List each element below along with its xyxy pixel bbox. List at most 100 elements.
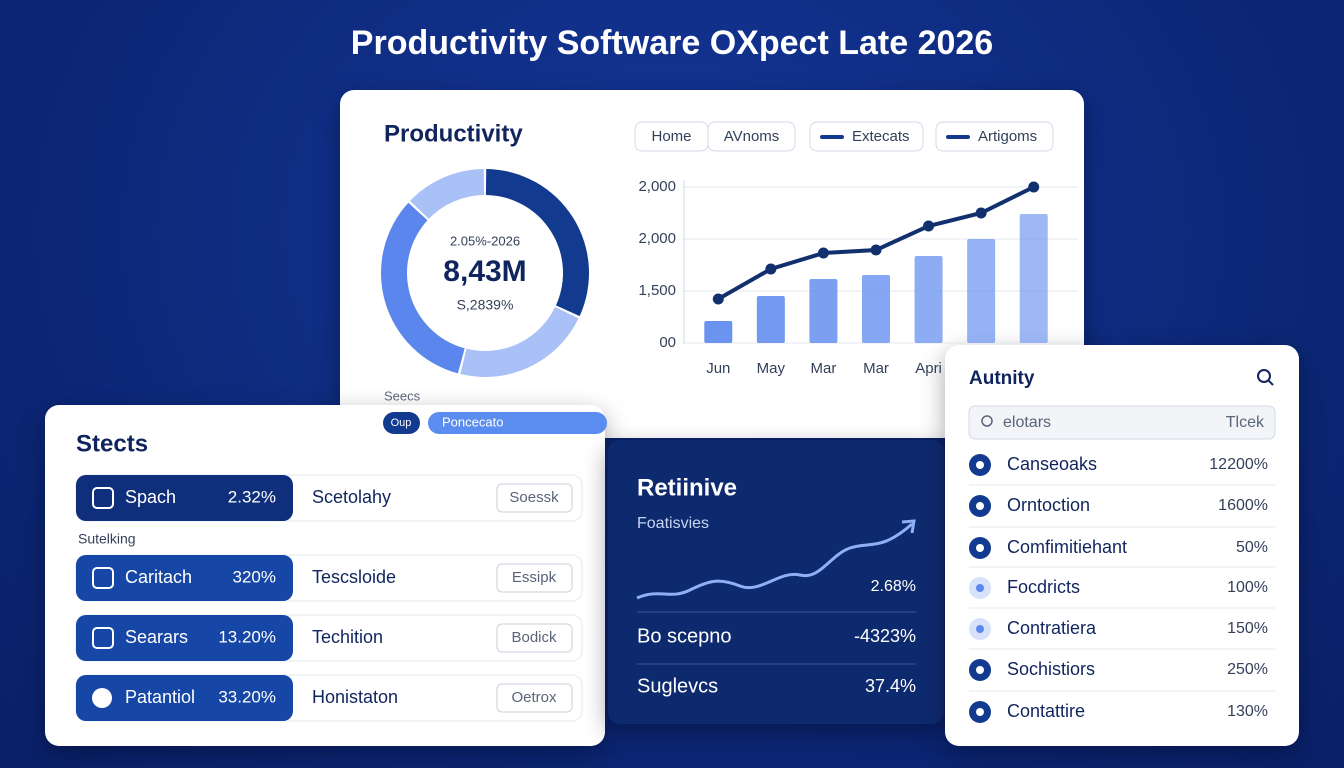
row-name: Patantiol [125,687,195,707]
x-tick-label: Apri [915,360,942,377]
row-icon [92,688,112,708]
bar [756,295,785,343]
card-title: Productivity [384,120,523,147]
row-pill [76,675,293,721]
row-icon [92,487,114,509]
donut-segment [485,169,589,317]
row-button[interactable] [496,683,573,713]
line-point [1028,181,1040,193]
row-button-label: Oetrox [511,689,557,706]
row-pill [76,615,293,661]
tab-label: Home [651,128,691,145]
search-box[interactable] [968,405,1276,440]
card-title: Stects [76,430,148,457]
row-pill [76,475,293,521]
row-icon [92,627,114,649]
item-icon-dot [976,461,984,469]
tab[interactable] [707,121,796,152]
item-icon-dot [976,666,984,674]
item-value: 250% [1227,661,1268,678]
tab[interactable] [809,121,924,152]
item-value: 50% [1236,539,1268,556]
item-value: 1600% [1218,497,1268,514]
row-button[interactable] [496,563,573,593]
row-name: Spach [125,487,176,507]
line-point [870,244,882,256]
item-value: 150% [1227,620,1268,637]
x-tick-label: Mar [863,360,889,377]
pill [383,412,420,434]
y-tick-label: 2,000 [638,178,676,195]
bar [914,255,943,343]
search-icon [1267,379,1274,386]
row-detail: Scetolahy [312,487,391,507]
donut-caption: 2.05%-2026 [450,233,520,248]
row-pill [76,555,293,601]
item-name: Comfimitiehant [1007,537,1127,557]
search-icon[interactable] [1257,369,1271,383]
stat-name: Suglevcs [637,675,718,697]
y-tick-label: 1,500 [638,282,676,299]
row-button-label: Soessk [509,489,559,506]
x-tick-label: Mar [811,360,837,377]
item-name: Sochistiors [1007,659,1095,679]
trend-value: 2.68% [871,578,916,595]
tab[interactable] [935,121,1054,152]
stat-value: 37.4% [865,676,916,696]
donut-sub: S,2839% [457,297,514,313]
item-icon-dot [976,502,984,510]
line-point [765,263,777,275]
item-value: 100% [1227,579,1268,596]
item-value: 12200% [1209,456,1268,473]
card-title: Retiinive [637,474,737,501]
donut-segment [410,169,485,219]
tab-label: Extecats [852,128,910,145]
stat-value: -4323% [854,626,916,646]
row-button-label: Essipk [512,569,557,586]
item-name: Focdricts [1007,577,1080,597]
legend-label: Seecs [384,388,421,403]
item-name: Contattire [1007,701,1085,721]
y-tick-label: 2,000 [638,230,676,247]
row-detail: Tescsloide [312,567,396,587]
row-button[interactable] [496,623,573,653]
card-title: Autnity [969,368,1035,389]
y-tick-label: 00 [659,334,676,351]
row-detail: Honistaton [312,687,398,707]
progress-bar [428,412,607,434]
donut-segment [381,202,465,374]
tab-label: Artigoms [978,128,1037,145]
sparkline-arrow [901,519,916,534]
stat-name: Bo scepno [637,625,732,647]
row-value: 2.32% [228,487,276,506]
item-icon-dot [976,584,984,592]
item-icon-dot [976,544,984,552]
bar [862,274,890,343]
x-tick-label: May [757,360,786,377]
search-box-icon [981,415,993,427]
item-icon-dot [976,708,984,716]
search-placeholder: elotars [1003,414,1051,431]
line-point [923,220,935,232]
row-button[interactable] [496,483,573,513]
bar [809,279,838,343]
sparkline [636,522,913,600]
x-tick-label: Jun [706,360,730,377]
row-detail: Techition [312,627,383,647]
row-value: 13.20% [218,627,276,646]
search-hint: Tlcek [1226,414,1265,431]
line-point [712,293,724,305]
retiinive-card [608,440,944,724]
item-value: 130% [1227,703,1268,720]
pill-label: Oup [391,417,412,429]
item-icon-dot [976,625,984,633]
section-label: Sutelking [78,531,136,547]
donut-total: 8,43M [443,255,526,288]
item-name: Orntoction [1007,495,1090,515]
line-point [975,207,987,219]
tab-label: AVnoms [724,128,780,145]
row-icon [92,567,114,589]
item-name: Canseoaks [1007,454,1097,474]
row-value: 33.20% [218,687,276,706]
